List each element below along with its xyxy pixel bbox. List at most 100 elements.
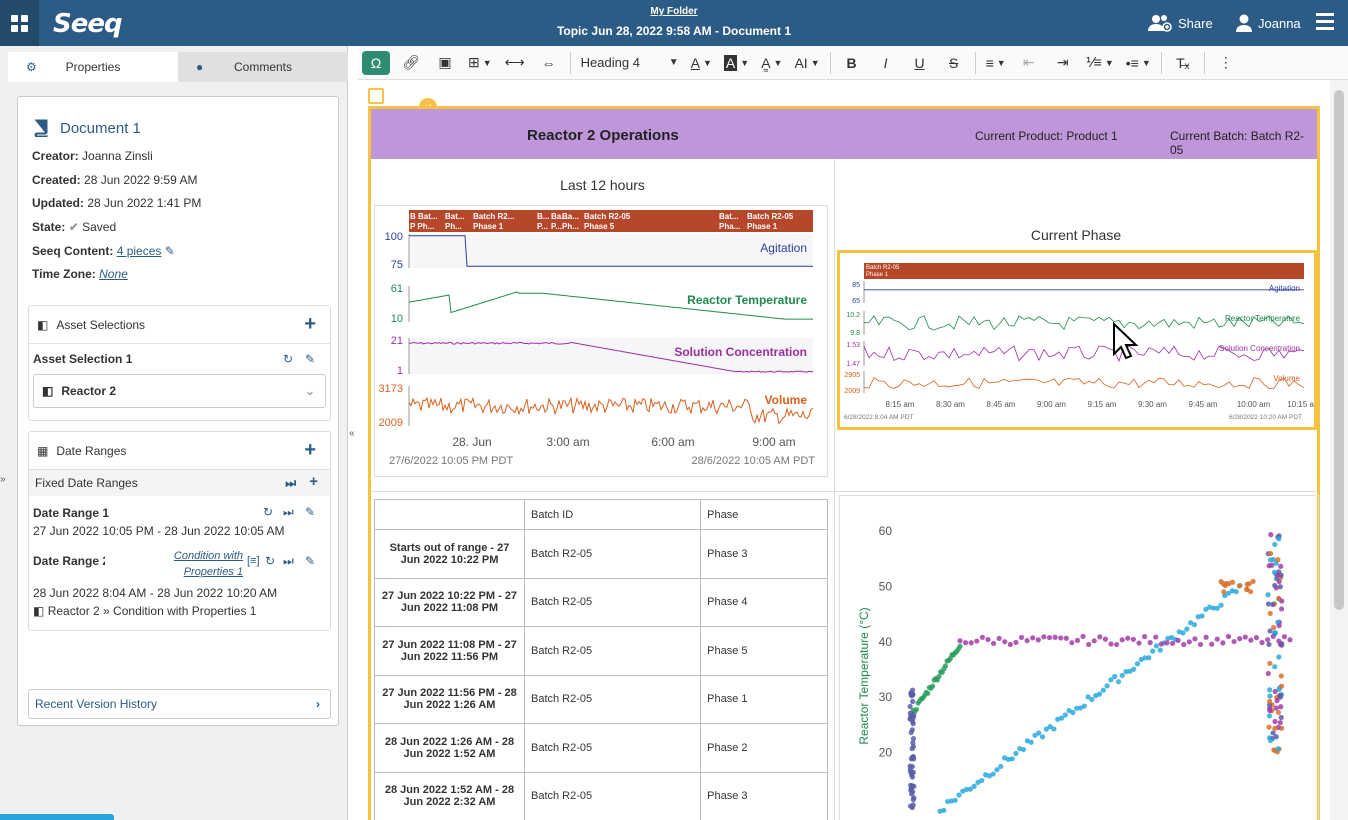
scatter-point bbox=[909, 755, 915, 761]
page-break-icon[interactable]: ⇔ bbox=[541, 54, 556, 71]
state-label: State: bbox=[32, 220, 66, 234]
tab-properties[interactable]: ⚙ Properties bbox=[8, 52, 178, 82]
link-icon[interactable]: 🔗︎ bbox=[402, 54, 420, 70]
step-forward-icon[interactable]: ⏭ bbox=[283, 554, 294, 568]
date-ranges-header: ▦ Date Ranges + bbox=[29, 432, 330, 470]
capsule-label: P... bbox=[551, 222, 562, 231]
document-canvas[interactable]: ↵ Reactor 2 Operations Current Product: … bbox=[362, 80, 1328, 820]
condition-link[interactable]: Condition with Properties 1 bbox=[173, 550, 243, 578]
bulleted-list-icon[interactable]: •≡ ▼ bbox=[1125, 54, 1151, 71]
toolbar-separator bbox=[1203, 51, 1205, 74]
step-forward-icon[interactable]: ⏭ bbox=[283, 505, 294, 519]
scatter-point bbox=[1266, 563, 1272, 569]
capsule-label: Batch R2-05 bbox=[866, 265, 900, 271]
add-date-range-button[interactable]: + bbox=[304, 439, 316, 461]
scatter-point bbox=[1267, 628, 1273, 634]
edit-icon[interactable]: ✎ bbox=[164, 244, 175, 258]
folder-link[interactable]: My Folder bbox=[650, 6, 698, 17]
trend-chart-current-phase[interactable]: Batch R2-05 Phase 1 85 65 Agitation 10.2 9.8 Re… bbox=[837, 250, 1321, 430]
editor-toolbar: Ω 🔗︎ ▣ ⊞ ▼ ⟷ ⇔ Heading 4 ▼ A ▼ A ▼ A̳ ▼ AI ▼ B… bbox=[358, 46, 1348, 80]
x-tick-label: 9:15 am bbox=[1088, 400, 1117, 409]
collapse-sidebar-icon[interactable]: « bbox=[349, 428, 355, 439]
add-asset-selection-button[interactable]: + bbox=[304, 313, 316, 335]
font-family-icon[interactable]: A̳ ▼ bbox=[761, 54, 783, 71]
hamburger-menu-icon[interactable] bbox=[1316, 13, 1334, 34]
align-icon[interactable]: ≡ ▼ bbox=[985, 54, 1006, 71]
strikethrough-icon[interactable]: S bbox=[948, 54, 959, 71]
edit-icon[interactable]: ✎ bbox=[305, 554, 316, 568]
scatter-point bbox=[1220, 640, 1226, 646]
seeq-insert-icon[interactable]: Ω bbox=[362, 50, 390, 75]
x-tick-label: 9:45 am bbox=[1189, 400, 1218, 409]
timezone-row: Time Zone: None bbox=[32, 267, 128, 281]
scatter-point bbox=[1030, 635, 1036, 641]
timezone-link[interactable]: None bbox=[99, 267, 128, 281]
font-color-icon[interactable]: A ▼ bbox=[690, 54, 712, 71]
table-cell: 28 Jun 2022 1:26 AM - 28 Jun 2022 1:52 A… bbox=[374, 723, 525, 773]
heading-select[interactable]: Heading 4 ▼ bbox=[575, 50, 685, 76]
scatter-point bbox=[1265, 601, 1272, 607]
scatter-point bbox=[1147, 640, 1153, 646]
refresh-icon[interactable]: ↻ bbox=[265, 554, 276, 568]
capsule-label: Phase 5 bbox=[584, 222, 615, 231]
width-icon[interactable]: ⟷ bbox=[504, 54, 525, 70]
edit-icon[interactable]: ✎ bbox=[305, 505, 316, 519]
scatter-point bbox=[998, 763, 1004, 770]
scatter-point bbox=[1046, 634, 1053, 641]
recent-version-history-button[interactable]: Recent Version History › bbox=[28, 689, 331, 719]
user-menu[interactable]: Joanna bbox=[1236, 14, 1301, 32]
scatter-point bbox=[1203, 634, 1209, 640]
apps-grid-icon[interactable] bbox=[0, 0, 39, 46]
series-label: Volume bbox=[1273, 374, 1300, 383]
vertical-scrollbar[interactable] bbox=[1330, 80, 1348, 820]
indent-icon[interactable]: ⇥ bbox=[1056, 54, 1069, 70]
scatter-point bbox=[909, 745, 915, 752]
scatter-point bbox=[1266, 713, 1273, 719]
table-cell: 27 Jun 2022 11:56 PM - 28 Jun 2022 1:26 … bbox=[374, 674, 525, 724]
outdent-icon[interactable]: ⇤ bbox=[1022, 54, 1035, 70]
clear-format-icon[interactable]: T̶ₓ bbox=[1176, 54, 1190, 71]
scatter-point bbox=[1041, 634, 1047, 640]
more-options-icon[interactable]: ⋮ bbox=[1218, 54, 1233, 70]
font-size-icon[interactable]: AI ▼ bbox=[794, 54, 820, 71]
resize-handle[interactable] bbox=[368, 88, 384, 104]
scrollbar-thumb[interactable] bbox=[1334, 90, 1344, 610]
scatter-point bbox=[910, 698, 916, 705]
xy-scatter-plot[interactable]: 20 30 40 50 60 Reactor Temperature (°C) bbox=[839, 495, 1319, 820]
scatter-point bbox=[963, 786, 970, 792]
scatter-point bbox=[952, 797, 958, 803]
expand-icon[interactable]: [≡] bbox=[247, 555, 260, 567]
step-forward-icon[interactable]: ⏭ bbox=[285, 476, 296, 490]
scatter-point bbox=[907, 703, 913, 710]
condition-table: Batch ID Phase Starts out of range - 27 … bbox=[374, 499, 828, 820]
image-icon[interactable]: ▣ bbox=[438, 54, 452, 70]
refresh-icon[interactable]: ↻ bbox=[283, 352, 294, 366]
highlight-color-icon[interactable]: A ▼ bbox=[723, 54, 750, 71]
start-time: 27/6/2022 10:05 PM PDT bbox=[389, 455, 513, 467]
scatter-point bbox=[1197, 641, 1204, 648]
edit-icon[interactable]: ✎ bbox=[305, 352, 316, 366]
cube-icon: ◧ bbox=[37, 317, 49, 332]
x-tick-label: 8:45 am bbox=[987, 400, 1016, 409]
scatter-point bbox=[944, 798, 951, 805]
scatter-point bbox=[910, 740, 916, 746]
y-tick-label: 30 bbox=[879, 690, 893, 704]
scatter-point bbox=[1274, 698, 1280, 704]
trend-chart-last-12-hours[interactable]: B Bat... P Ph... Bat... Ph... Batch R2... Pha… bbox=[374, 205, 828, 477]
share-button[interactable]: Share bbox=[1148, 14, 1213, 32]
series-label: Reactor Temperature bbox=[1225, 314, 1301, 323]
refresh-icon[interactable]: ↻ bbox=[263, 505, 274, 519]
content-link[interactable]: 4 pieces bbox=[116, 244, 162, 258]
italic-icon[interactable]: I bbox=[883, 54, 888, 71]
current-batch: Current Batch: Batch R2-05 bbox=[1170, 129, 1305, 157]
add-fixed-range-button[interactable]: + bbox=[309, 473, 318, 490]
numbered-list-icon[interactable]: ⅟≡ ▼ bbox=[1085, 54, 1114, 70]
asset-select[interactable]: ◧ Reactor 2 ⌄ bbox=[33, 374, 326, 408]
underline-icon[interactable]: U bbox=[914, 54, 925, 71]
expand-left-icon[interactable]: » bbox=[0, 474, 6, 485]
table-icon[interactable]: ⊞ ▼ bbox=[468, 54, 492, 70]
bold-icon[interactable]: B bbox=[846, 54, 857, 71]
tab-comments[interactable]: ● Comments bbox=[178, 52, 348, 82]
scatter-point bbox=[1275, 557, 1281, 563]
created-value: 28 Jun 2022 9:59 AM bbox=[84, 173, 198, 187]
